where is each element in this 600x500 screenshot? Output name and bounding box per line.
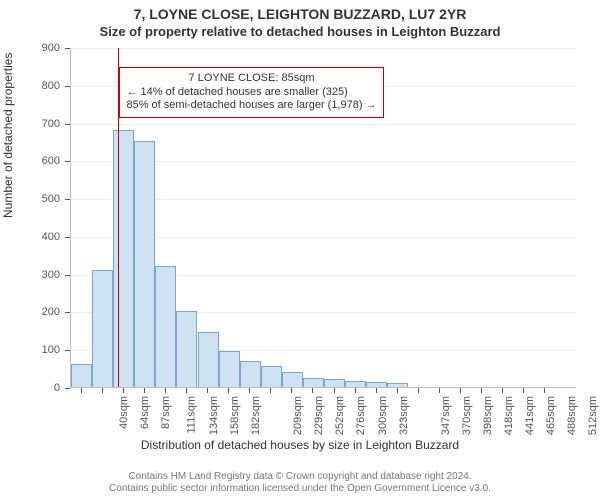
x-tick	[165, 388, 166, 393]
histogram-bar	[303, 378, 324, 387]
y-gridline	[71, 124, 576, 125]
x-tick	[207, 388, 208, 393]
y-tick	[65, 275, 70, 276]
y-tick-label: 200	[24, 306, 60, 318]
histogram-bar	[387, 383, 408, 387]
y-tick	[65, 237, 70, 238]
histogram-bar	[71, 364, 92, 387]
x-tick	[334, 388, 335, 393]
histogram-bar	[219, 351, 240, 387]
y-tick-label: 900	[24, 42, 60, 54]
x-tick	[249, 388, 250, 393]
x-tick-label: 87sqm	[160, 396, 172, 429]
title-line-2: Size of property relative to detached ho…	[0, 24, 600, 39]
x-tick	[291, 388, 292, 393]
footer-line-1: Contains HM Land Registry data © Crown c…	[0, 471, 600, 483]
y-tick-label: 700	[24, 118, 60, 130]
histogram-bar	[366, 382, 387, 387]
y-tick	[65, 48, 70, 49]
x-tick-label: 418sqm	[503, 396, 515, 435]
x-tick-label: 512sqm	[588, 396, 600, 435]
annotation-line: ← 14% of detached houses are smaller (32…	[126, 86, 376, 100]
histogram-bar	[240, 361, 261, 387]
x-axis-caption: Distribution of detached houses by size …	[0, 438, 600, 452]
footer-line-2: Contains public sector information licen…	[0, 483, 600, 495]
y-tick-label: 400	[24, 231, 60, 243]
x-tick	[312, 388, 313, 393]
x-tick-label: 64sqm	[139, 396, 151, 429]
x-tick-label: 229sqm	[313, 396, 325, 435]
x-tick-label: 347sqm	[440, 396, 452, 435]
x-tick	[502, 388, 503, 393]
y-tick	[65, 388, 70, 389]
histogram-bar	[92, 270, 113, 387]
y-tick-label: 500	[24, 193, 60, 205]
x-tick	[523, 388, 524, 393]
histogram-bar	[282, 372, 303, 387]
x-tick	[81, 388, 82, 393]
x-tick-label: 323sqm	[398, 396, 410, 435]
x-tick-label: 134sqm	[208, 396, 220, 435]
histogram-bar	[176, 311, 197, 387]
y-tick	[65, 124, 70, 125]
x-tick	[270, 388, 271, 393]
x-tick	[418, 388, 419, 393]
annotation-line: 85% of semi-detached houses are larger (…	[126, 99, 376, 113]
y-tick-label: 100	[24, 344, 60, 356]
y-gridline	[71, 48, 576, 49]
x-tick-label: 300sqm	[377, 396, 389, 435]
annotation-box: 7 LOYNE CLOSE: 85sqm← 14% of detached ho…	[119, 67, 383, 118]
y-tick	[65, 199, 70, 200]
x-tick-label: 40sqm	[118, 396, 130, 429]
x-tick	[228, 388, 229, 393]
histogram-bar	[113, 130, 134, 387]
x-tick-label: 398sqm	[482, 396, 494, 435]
x-tick-label: 370sqm	[461, 396, 473, 435]
x-tick	[397, 388, 398, 393]
x-tick	[355, 388, 356, 393]
histogram-bar	[134, 141, 155, 387]
histogram-bar	[198, 332, 219, 387]
plot-area: 7 LOYNE CLOSE: 85sqm← 14% of detached ho…	[70, 48, 576, 388]
x-tick-label: 182sqm	[250, 396, 262, 435]
title-line-1: 7, LOYNE CLOSE, LEIGHTON BUZZARD, LU7 2Y…	[0, 6, 600, 22]
x-tick	[102, 388, 103, 393]
x-tick	[481, 388, 482, 393]
x-tick-label: 441sqm	[524, 396, 536, 435]
x-tick-label: 276sqm	[356, 396, 368, 435]
y-tick	[65, 312, 70, 313]
x-tick-label: 158sqm	[229, 396, 241, 435]
footer-attribution: Contains HM Land Registry data © Crown c…	[0, 471, 600, 495]
y-tick	[65, 86, 70, 87]
annotation-line: 7 LOYNE CLOSE: 85sqm	[126, 72, 376, 86]
x-tick	[123, 388, 124, 393]
x-tick	[144, 388, 145, 393]
x-tick	[376, 388, 377, 393]
histogram-bar	[345, 381, 366, 387]
x-tick-label: 111sqm	[185, 396, 197, 434]
x-tick-label: 488sqm	[566, 396, 578, 435]
y-tick-label: 300	[24, 269, 60, 281]
x-tick	[460, 388, 461, 393]
y-tick	[65, 161, 70, 162]
x-tick-label: 465sqm	[545, 396, 557, 435]
x-tick-label: 209sqm	[292, 396, 304, 435]
chart-container: 7, LOYNE CLOSE, LEIGHTON BUZZARD, LU7 2Y…	[0, 0, 600, 500]
x-tick	[186, 388, 187, 393]
histogram-bar	[155, 266, 176, 387]
x-tick	[544, 388, 545, 393]
x-tick	[439, 388, 440, 393]
y-axis-label: Number of detached properties	[1, 53, 15, 218]
x-tick-label: 252sqm	[335, 396, 347, 435]
y-tick	[65, 350, 70, 351]
histogram-bar	[324, 379, 345, 387]
y-tick-label: 600	[24, 155, 60, 167]
y-tick-label: 800	[24, 80, 60, 92]
histogram-bar	[261, 366, 282, 387]
y-tick-label: 0	[24, 382, 60, 394]
